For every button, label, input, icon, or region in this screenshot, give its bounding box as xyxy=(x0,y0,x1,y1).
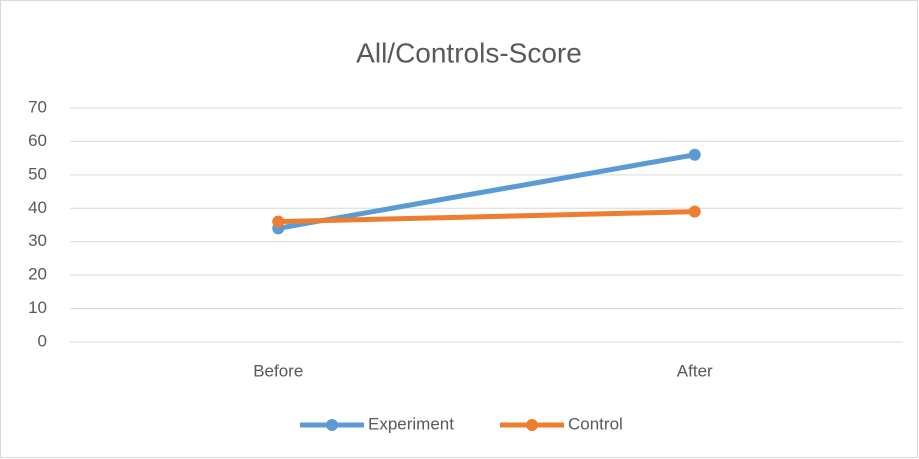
chart-title: All/Controls-Score xyxy=(356,37,582,68)
series-line xyxy=(275,209,698,225)
y-tick-label: 40 xyxy=(28,198,47,217)
point xyxy=(688,148,701,161)
x-tick-label: After xyxy=(677,361,713,380)
y-tick-label: 60 xyxy=(28,131,47,150)
y-tick-label: 10 xyxy=(28,298,47,317)
legend-marker xyxy=(326,419,338,431)
y-tick-label: 0 xyxy=(38,331,47,350)
y-tick-label: 20 xyxy=(28,265,47,284)
legend-label: Experiment xyxy=(368,414,454,433)
legend-label: Control xyxy=(568,414,623,433)
y-tick-label: 70 xyxy=(28,97,47,116)
series-line xyxy=(275,152,698,231)
point xyxy=(272,215,285,228)
y-tick-label: 50 xyxy=(28,164,47,183)
y-tick-label: 30 xyxy=(28,231,47,250)
point xyxy=(688,205,701,218)
legend-marker xyxy=(526,419,538,431)
x-tick-label: Before xyxy=(253,361,303,380)
